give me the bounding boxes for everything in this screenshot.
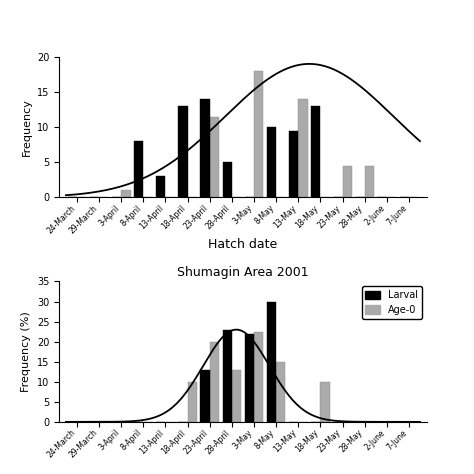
Bar	[156, 176, 165, 197]
Bar	[254, 332, 263, 422]
Bar	[311, 106, 320, 197]
Bar	[121, 190, 130, 197]
Bar	[210, 117, 219, 197]
Bar	[289, 130, 298, 197]
Bar	[223, 329, 232, 422]
Bar	[201, 370, 210, 422]
Bar	[365, 166, 374, 197]
Bar	[276, 362, 285, 422]
Bar	[178, 106, 188, 197]
Bar	[298, 99, 308, 197]
Bar	[210, 342, 219, 422]
Y-axis label: Frequency: Frequency	[22, 98, 32, 156]
X-axis label: Hatch date: Hatch date	[208, 238, 278, 251]
Bar	[267, 301, 276, 422]
Bar	[343, 166, 352, 197]
Bar	[245, 334, 254, 422]
Legend: Larval, Age-0: Larval, Age-0	[362, 286, 422, 319]
Bar	[223, 162, 232, 197]
Title: Shumagin Area 2001: Shumagin Area 2001	[177, 266, 309, 279]
Bar	[201, 99, 210, 197]
Y-axis label: Frequency (%): Frequency (%)	[21, 311, 31, 392]
Bar	[254, 71, 263, 197]
Bar	[267, 127, 276, 197]
Bar	[232, 370, 241, 422]
Bar	[188, 382, 197, 422]
Bar	[320, 382, 330, 422]
Bar	[134, 141, 143, 197]
